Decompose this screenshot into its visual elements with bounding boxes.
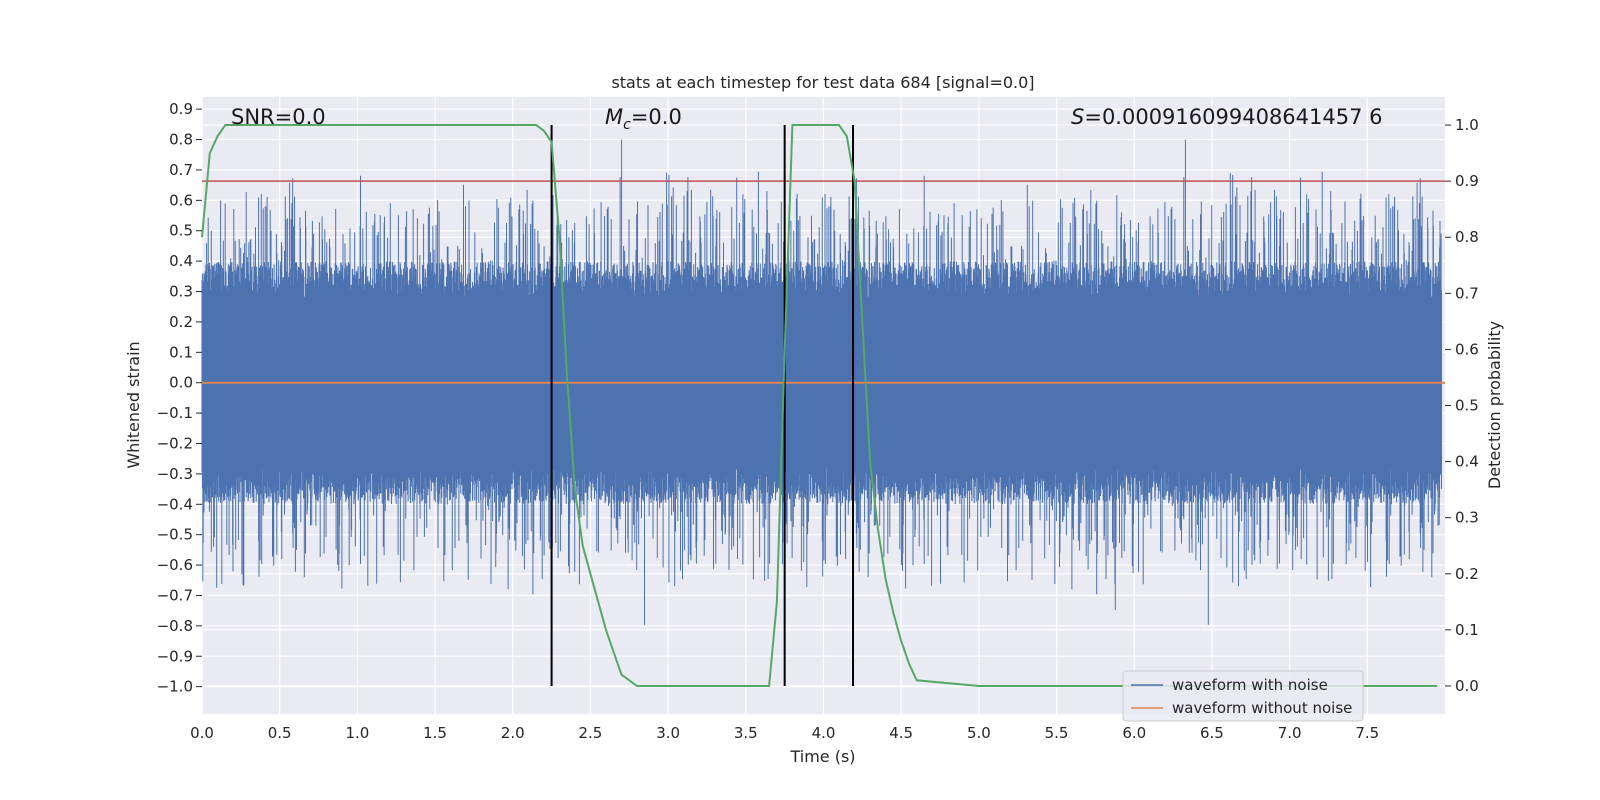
y-tick-label: 0.5	[169, 222, 193, 240]
s-annotation: S=0.000916099408641457 6	[1071, 105, 1383, 129]
y2-tick-label: 0.2	[1455, 565, 1479, 583]
x-tick-label: 6.0	[1122, 724, 1146, 742]
x-axis-label: Time (s)	[789, 747, 855, 766]
y2-tick-label: 0.8	[1455, 228, 1479, 246]
y2-axis-label: Detection probability	[1485, 321, 1504, 489]
legend-label-noise: waveform with noise	[1172, 676, 1328, 694]
y-tick-label: 0.9	[169, 100, 193, 118]
detection-probability-line	[201, 124, 1438, 687]
y-tick-label: −0.6	[157, 556, 193, 574]
x-tick-label: 7.0	[1278, 724, 1302, 742]
x-tick-label: 0.5	[268, 724, 292, 742]
mc-symbol: M	[605, 105, 623, 129]
y-tick-label: −0.4	[157, 495, 193, 513]
y-axis-label: Whitened strain	[124, 341, 143, 468]
y-tick-label: −0.3	[157, 465, 193, 483]
legend: waveform with noise waveform without noi…	[1122, 670, 1364, 722]
y-tick-label: −0.9	[157, 647, 193, 665]
y-tick-label: 0.6	[169, 191, 193, 209]
y2-tick-label: 0.7	[1455, 284, 1479, 302]
mc-annotation: Mc=0.0	[605, 105, 682, 133]
x-tick-label: 0.0	[190, 724, 214, 742]
x-tick-label: 1.5	[423, 724, 447, 742]
s-value: =0.000916099408641457 6	[1084, 105, 1382, 129]
y-tick-label: −0.2	[157, 434, 193, 452]
legend-box	[1122, 670, 1364, 722]
y-tick-label: 0.0	[169, 374, 193, 392]
x-tick-label: 7.5	[1355, 724, 1379, 742]
y2-tick-label: 1.0	[1455, 116, 1479, 134]
y2-tick-label: 0.6	[1455, 340, 1479, 358]
y-tick-label: −0.1	[157, 404, 193, 422]
x-tick-label: 2.0	[501, 724, 525, 742]
y-tick-label: −0.5	[157, 526, 193, 544]
chart-title: stats at each timestep for test data 684…	[611, 73, 1034, 92]
y-tick-label: −1.0	[157, 678, 193, 696]
y2-tick-label: 0.4	[1455, 453, 1479, 471]
y2-tick-label: 0.0	[1455, 677, 1479, 695]
snr-annotation: SNR=0.0	[231, 105, 326, 129]
mc-subscript: c	[623, 117, 631, 133]
overlay-lines	[201, 124, 1445, 687]
x-tick-label: 5.5	[1045, 724, 1069, 742]
y-tick-label: 0.1	[169, 343, 193, 361]
mc-value: =0.0	[631, 105, 682, 129]
x-tick-label: 3.0	[656, 724, 680, 742]
x-tick-label: 2.5	[579, 724, 603, 742]
x-tick-label: 6.5	[1200, 724, 1224, 742]
y-tick-label: 0.7	[169, 161, 193, 179]
y-tick-label: 0.8	[169, 131, 193, 149]
y2-tick-label: 0.3	[1455, 509, 1479, 527]
tick-labels: 0.0 0.5 1.0 1.5 2.0 2.5 3.0 3.5 4.0 4.5 5.0 5.5 6.0 6…	[157, 100, 1479, 742]
x-tick-label: 3.5	[734, 724, 758, 742]
s-symbol: S	[1071, 105, 1084, 129]
y-tick-label: 0.4	[169, 252, 193, 270]
y2-tick-label: 0.9	[1455, 172, 1479, 190]
y-tick-label: −0.7	[157, 586, 193, 604]
y2-tick-label: 0.1	[1455, 621, 1479, 639]
legend-label-clean: waveform without noise	[1172, 699, 1352, 717]
y-tick-label: 0.2	[169, 313, 193, 331]
x-tick-label: 4.0	[812, 724, 836, 742]
y-tick-label: −0.8	[157, 617, 193, 635]
y2-tick-label: 0.5	[1455, 397, 1479, 415]
x-tick-label: 5.0	[967, 724, 991, 742]
x-tick-label: 4.5	[889, 724, 913, 742]
y-tick-label: 0.3	[169, 283, 193, 301]
x-tick-label: 1.0	[345, 724, 369, 742]
